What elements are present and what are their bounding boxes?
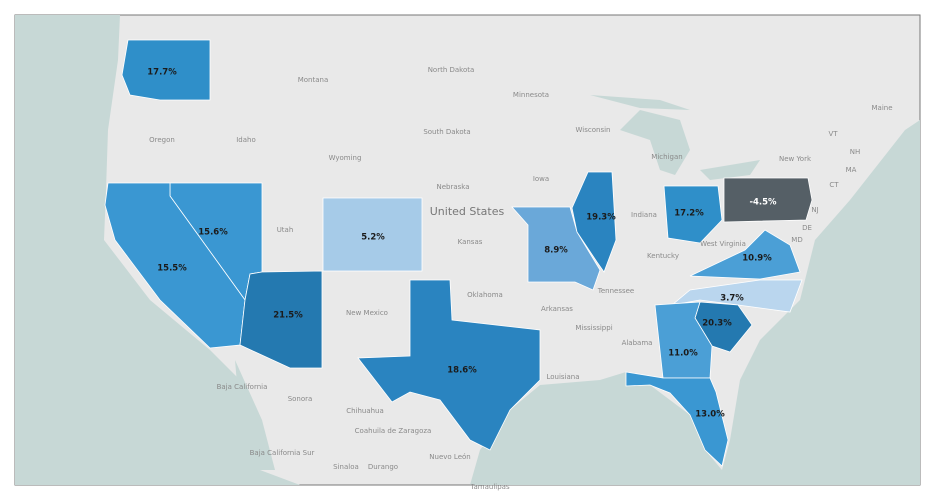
basemap-label: Louisiana	[546, 373, 579, 381]
state-region	[670, 279, 803, 313]
state-value-label: 15.6%	[198, 228, 228, 238]
basemap-label: NH	[850, 148, 861, 156]
state-value-label: 21.5%	[273, 311, 303, 321]
basemap-label: Coahuila de Zaragoza	[355, 427, 432, 435]
basemap-label: Durango	[368, 463, 398, 471]
state-value-label: 17.7%	[147, 68, 177, 78]
basemap-label: New York	[779, 155, 812, 163]
basemap-label: Nebraska	[436, 183, 469, 191]
state-value-label: 20.3%	[702, 319, 732, 329]
state-region	[571, 171, 617, 273]
basemap-label: West Virginia	[700, 240, 746, 248]
basemap-label: South Dakota	[423, 128, 470, 136]
state-value-label: 13.0%	[695, 410, 725, 420]
basemap-label: CT	[829, 181, 839, 189]
state-value-label: 10.9%	[742, 254, 772, 264]
state-value-label: 17.2%	[674, 209, 704, 219]
basemap-label: Sonora	[288, 395, 313, 403]
basemap-label: Tennessee	[597, 287, 634, 295]
state-value-label: 11.0%	[668, 349, 698, 359]
basemap-label: Mississippi	[575, 324, 612, 332]
state-region	[625, 371, 729, 467]
basemap-label: Utah	[277, 226, 294, 234]
country-label: United States	[430, 205, 505, 218]
basemap-label: Sinaloa	[333, 463, 359, 471]
basemap-label: Alabama	[622, 339, 653, 347]
basemap-label: Oklahoma	[467, 291, 503, 299]
state-region	[239, 270, 323, 369]
state-region	[121, 39, 211, 101]
state-value-label: 8.9%	[544, 246, 568, 256]
state-region	[104, 182, 246, 349]
basemap-label: NJ	[811, 206, 818, 214]
state-value-label: -4.5%	[749, 198, 777, 208]
pacific-ocean	[15, 15, 300, 485]
state-value-label: 3.7%	[720, 294, 744, 304]
basemap-label: Idaho	[236, 136, 256, 144]
great-lakes	[590, 95, 760, 180]
basemap-label: Tamaulipas	[469, 483, 510, 491]
basemap-label: Wisconsin	[576, 126, 611, 134]
state-value-label: 18.6%	[447, 366, 477, 376]
basemap-label: DE	[802, 224, 812, 232]
basemap-label: VT	[828, 130, 838, 138]
basemap-label: Kentucky	[647, 252, 679, 260]
basemap-label: MA	[846, 166, 857, 174]
basemap-label: Kansas	[458, 238, 483, 246]
state-region	[689, 229, 801, 280]
basemap-label: Maine	[871, 104, 892, 112]
state-region	[357, 279, 541, 451]
basemap-label: Montana	[298, 76, 329, 84]
basemap-label: Oregon	[149, 136, 175, 144]
basemap-label: Indiana	[631, 211, 657, 219]
state-region	[723, 177, 813, 223]
basemap-label: North Dakota	[428, 66, 475, 74]
state-region	[511, 206, 601, 291]
basemap-label: Michigan	[651, 153, 682, 161]
basemap-label: Iowa	[533, 175, 549, 183]
basemap-label: New Mexico	[346, 309, 388, 317]
state-value-label: 15.5%	[157, 264, 187, 274]
basemap-label: Minnesota	[513, 91, 549, 99]
state-region	[663, 185, 723, 244]
basemap-label: Baja California Sur	[250, 449, 315, 457]
gulf-of-california	[235, 360, 275, 470]
basemap-label: Chihuahua	[346, 407, 384, 415]
basemap-label: Arkansas	[541, 305, 573, 313]
basemap-label: Baja California	[217, 383, 268, 391]
state-region	[322, 197, 423, 272]
basemap-label: Wyoming	[329, 154, 362, 162]
atlantic-gulf-ocean	[470, 120, 920, 485]
state-value-label: 19.3%	[586, 213, 616, 223]
basemap-label: Nuevo León	[429, 453, 470, 461]
state-value-label: 5.2%	[361, 233, 385, 243]
basemap-label: MD	[791, 236, 802, 244]
